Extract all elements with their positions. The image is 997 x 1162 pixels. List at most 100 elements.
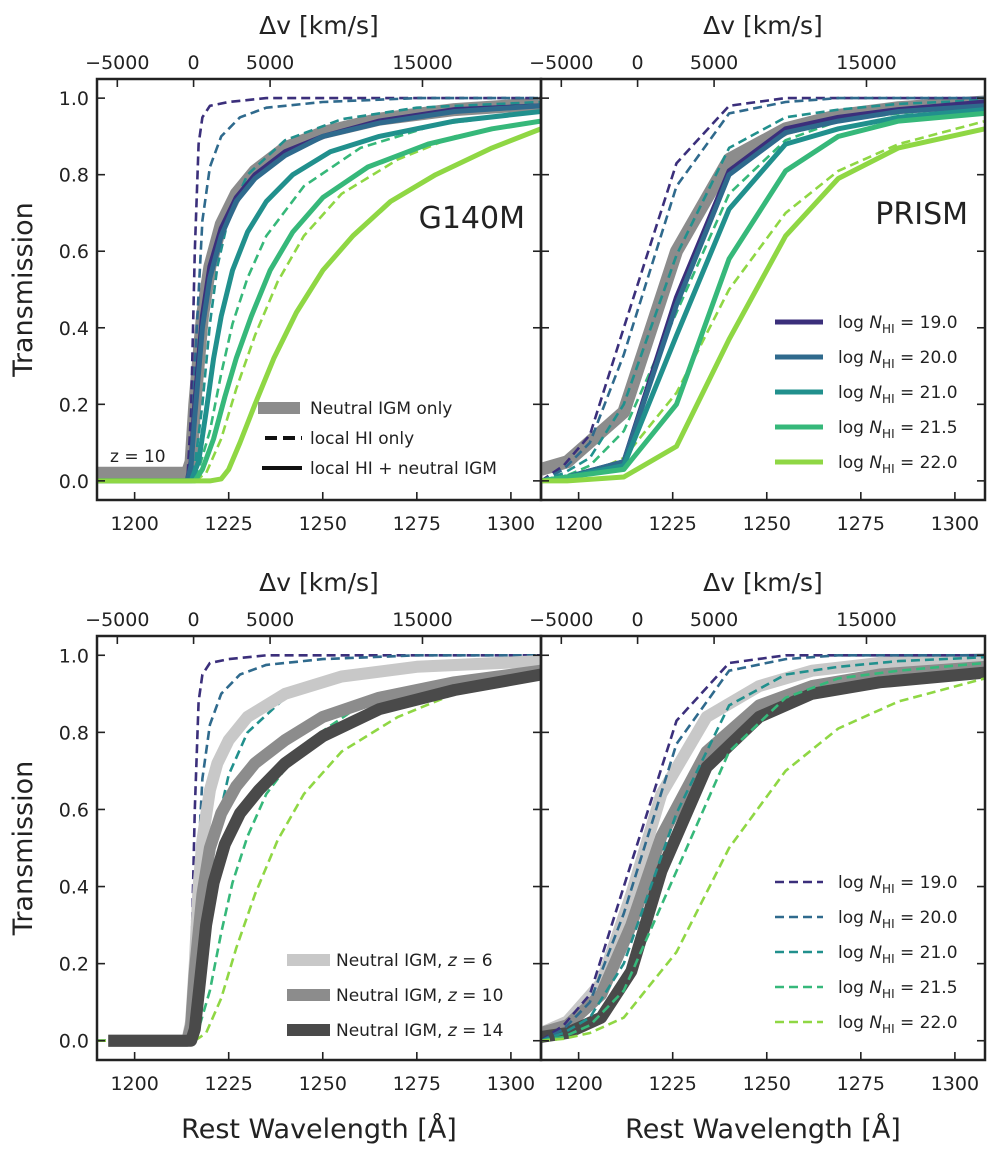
legend-symbol: N [869, 418, 882, 438]
x-tick-label: 1275 [837, 513, 885, 535]
series-local-n20 [541, 653, 985, 1042]
panel-top-right: 1200 1225 1250 1275 1300 −5000 0 5000 15000 Δv [k… [529, 11, 987, 535]
panel-top-left: 1200 1225 1250 1275 1300 −5000 0 5000 15000 0.0 0.… [8, 11, 543, 535]
series-local-n19 [541, 96, 985, 482]
x-tick-label: 1250 [743, 513, 791, 535]
series-local-n19 [97, 96, 541, 483]
x-axis-label: Rest Wavelength [Å] [625, 1113, 901, 1145]
legend-prefix: log [838, 943, 869, 963]
panel-top-left-annotations: G140M z = 10 Neutral IGM only local HI only… [110, 201, 525, 479]
legend-value: = 22.0 [895, 1013, 958, 1033]
legend-label-n21: log NHI = 21.0 [838, 383, 958, 406]
x-tick-label: 1200 [554, 1073, 602, 1095]
legend-subscript: HI [882, 882, 895, 896]
legend-subscript: HI [882, 427, 895, 441]
series-igm-z14 [541, 666, 985, 1043]
y-tick-label: 0.0 [59, 471, 89, 493]
x-tick-label: 1250 [299, 1073, 347, 1095]
x-tick-label: 1225 [205, 513, 253, 535]
legend-subscript: HI [882, 357, 895, 371]
x-tick-label: 1200 [554, 513, 602, 535]
top-tick-label: 0 [188, 609, 200, 631]
panel-label: G140M [419, 201, 525, 236]
y-tick-label: 1.0 [59, 88, 89, 110]
x-axis-label: Rest Wavelength [Å] [181, 1113, 457, 1145]
series-igm-z10 [541, 660, 985, 1039]
legend-prefix: log [838, 313, 869, 333]
x-tick-label: 1300 [931, 513, 979, 535]
y-tick-label: 0.2 [59, 954, 89, 976]
x-tick-label: 1250 [743, 1073, 791, 1095]
x-tick-label: 1275 [393, 1073, 441, 1095]
panel-bottom-left: 1200 1225 1250 1275 1300 −5000 0 5000 15000 0.0 0.… [8, 568, 543, 1145]
legend-symbol: N [869, 908, 882, 928]
x-tick-label: 1300 [487, 1073, 535, 1095]
x-tick-label: 1275 [837, 1073, 885, 1095]
x-tick-label: 1225 [649, 1073, 697, 1095]
legend-label-n20: log NHI = 20.0 [838, 908, 958, 931]
series-combined-n21 [97, 109, 541, 484]
legend-label-combined: local HI + neutral IGM [310, 459, 497, 479]
top-tick-label: −5000 [85, 609, 149, 631]
legend-value: = 21.5 [895, 978, 958, 998]
legend-symbol: N [869, 978, 882, 998]
top-axis-label: Δv [km/s] [259, 11, 379, 40]
top-tick-label: 15000 [392, 609, 452, 631]
y-tick-label: 0.8 [59, 722, 89, 744]
legend-value: = 20.0 [895, 908, 958, 928]
x-tick-label: 1200 [110, 1073, 158, 1095]
legend-value: = 10 [457, 986, 504, 1006]
top-tick-label: 5000 [246, 52, 294, 74]
legend-value: = 14 [457, 1021, 504, 1041]
x-tick-label: 1200 [110, 513, 158, 535]
legend-prefix: log [838, 1013, 869, 1033]
top-axis-label: Δv [km/s] [703, 568, 823, 597]
legend-z: z [447, 986, 458, 1006]
legend-text: Neutral IGM, [336, 951, 448, 971]
legend-prefix: log [838, 453, 869, 473]
x-tick-label: 1225 [205, 1073, 253, 1095]
series-local-n22 [541, 677, 985, 1042]
y-tick-label: 0.4 [59, 877, 89, 899]
legend-label-n215: log NHI = 21.5 [838, 418, 958, 441]
legend-prefix: log [838, 908, 869, 928]
legend-prefix: log [838, 873, 869, 893]
legend-symbol: N [869, 873, 882, 893]
series-combined-n19 [97, 103, 541, 484]
legend-symbol: N [869, 383, 882, 403]
legend-prefix: log [838, 348, 869, 368]
series-combined-n22 [97, 126, 541, 484]
series-local-n20 [541, 96, 985, 483]
top-axis-label: Δv [km/s] [259, 568, 379, 597]
legend-value: = 20.0 [895, 348, 958, 368]
series-combined-n215 [97, 118, 541, 484]
legend-value: = 21.0 [895, 383, 958, 403]
x-tick-label: 1300 [487, 513, 535, 535]
series-combined-n22 [541, 126, 985, 484]
legend-symbol: N [869, 453, 882, 473]
x-tick-label: 1250 [299, 513, 347, 535]
axes-frame [539, 634, 987, 1062]
series-combined-n20 [97, 103, 541, 484]
y-axis-label: Transmission [8, 202, 39, 377]
legend-value: = 21.0 [895, 943, 958, 963]
plot-area [541, 653, 985, 1043]
legend-prefix: log [838, 978, 869, 998]
plot-area [541, 95, 985, 484]
x-tick-label: 1225 [649, 513, 697, 535]
axes-frame [539, 77, 987, 502]
redshift-annotation: z = 10 [110, 447, 166, 467]
legend-label-n22: log NHI = 22.0 [838, 1013, 958, 1036]
legend-symbol: N [869, 943, 882, 963]
y-tick-label: 0.8 [59, 165, 89, 187]
y-axis-label: Transmission [8, 761, 39, 936]
series-local-n215 [97, 110, 541, 483]
series-local-n21 [541, 655, 985, 1042]
panel-label: PRISM [875, 197, 968, 232]
legend-symbol: N [869, 348, 882, 368]
series-local-n22 [97, 119, 541, 483]
